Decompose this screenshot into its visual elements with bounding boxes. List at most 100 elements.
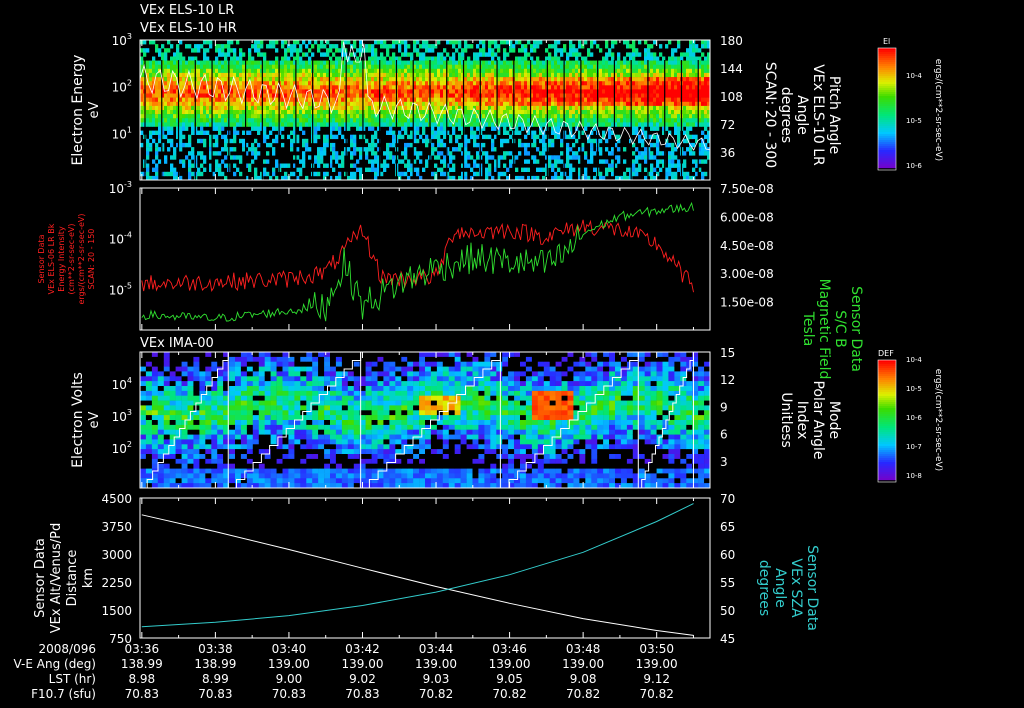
y-tick-label: 3000 [101,548,132,562]
right-tick-label: 3 [720,455,728,469]
right-axis-label: Mode [826,401,842,439]
y-tick-label: 103 [112,408,132,424]
x-row-label: F10.7 (sfu) [31,687,96,701]
right-tick-label: 108 [720,90,743,104]
x-annotation-value: 139.00 [268,657,310,671]
right-tick-label: 12 [720,373,735,387]
polar-angle-trace [500,352,639,489]
right-tick-label: 72 [720,118,735,132]
left-axis-label: Distance [65,550,80,607]
right-axis-label: Magnetic Field [816,279,832,380]
x-annotation-value: 70.83 [272,687,306,701]
x-annotation-value: 9.05 [496,672,523,686]
right-axis-label: Sensor Data [804,545,820,631]
right-axis-label: S/C B [832,310,848,347]
right-tick-label: 180 [720,34,743,48]
colorbar-tick: 10-7 [906,443,922,451]
x-annotation-value: 70.82 [492,687,526,701]
colorbar-units: ergs/(cm**2-sr-sec-eV) [933,369,943,471]
x-annotation-value: 70.82 [639,687,673,701]
panel-frame [139,187,711,331]
right-tick-label: 6 [720,428,728,442]
colorbar-tick: 10-5 [906,385,922,393]
y-axis-label: Electron Energy [70,55,86,166]
x-annotation-value: 8.98 [128,672,155,686]
y-axis-label: eV [87,101,102,118]
colorbar-tick: 10-4 [906,356,922,364]
left-axis-label: (cm**2-sr-sec-eV) [67,223,76,294]
x-annotation-value: 9.00 [276,672,303,686]
y-tick-label: 101 [112,125,132,141]
y-tick-label: 102 [112,440,132,456]
colorbar-label: DEF [878,349,894,358]
right-tick-label: 9 [720,400,728,414]
panel-title: VEx IMA-00 [140,336,214,351]
right-tick-label: 1.50e-08 [720,296,774,310]
right-axis-label: Angle [772,568,788,608]
panel-frame [139,351,711,489]
sza-line [141,503,694,628]
left-axis-label: km [81,568,96,588]
y-tick-label: 10-5 [109,281,132,297]
x-row-label: V-E Ang (deg) [14,657,96,671]
x-tick-label: 03:50 [639,642,674,656]
y-tick-label: 103 [112,32,132,48]
x-annotation-value: 138.99 [121,657,163,671]
y-axis-label: Electron Volts [70,372,86,468]
x-annotation-value: 70.83 [125,687,159,701]
panel-frame [139,39,711,181]
right-axis-label: Index [794,401,810,440]
els-spectrogram [139,40,711,181]
x-annotation-value: 70.82 [419,687,453,701]
x-tick-label: 03:36 [125,642,160,656]
right-axis-label: Unitless [778,392,794,448]
right-tick-label: 60 [720,548,735,562]
right-axis-label: Angle [794,95,810,135]
panel-title: VEx ELS-10 LR [140,3,234,18]
x-annotation-value: 139.00 [562,657,604,671]
y-tick-label: 3750 [101,520,132,534]
x-annotation-value: 138.99 [194,657,236,671]
colorbar-tick: 10-4 [906,72,922,80]
right-axis-label: SCAN: 20 - 300 [762,62,778,168]
right-tick-label: 50 [720,604,735,618]
right-tick-label: 6.00e-08 [720,210,774,224]
x-row-label: 2008/096 [39,642,97,656]
x-annotation-value: 70.83 [198,687,232,701]
left-axis-label: ergs/(cm**2-sr-sec-eV) [77,213,86,304]
els-colorbar [877,47,897,171]
x-annotation-value: 9.08 [570,672,597,686]
right-tick-label: 36 [720,146,735,160]
left-axis-label: VEx ELS-06 LR Bk [47,223,56,294]
x-annotation-value: 139.00 [489,657,531,671]
left-axis-label: SCAN: 20 - 150 [87,229,96,290]
y-tick-label: 10-3 [109,180,132,196]
colorbar-tick: 10-6 [906,414,922,422]
y-tick-label: 10-4 [109,231,132,247]
y-tick-label: 2250 [101,576,132,590]
x-annotation-value: 9.03 [423,672,450,686]
polar-angle-trace [360,352,501,489]
pitch-angle-trace [139,41,711,151]
x-annotation-value: 139.00 [415,657,457,671]
altitude-line [141,514,694,636]
right-tick-label: 55 [720,576,735,590]
x-annotation-value: 70.83 [345,687,379,701]
panel-subtitle: VEx ELS-10 HR [140,21,237,36]
right-tick-label: 15 [720,346,735,360]
x-tick-label: 03:42 [345,642,380,656]
altitude-sza-panel [141,503,694,636]
colorbar-tick: 10-8 [906,472,922,480]
magnetic-field-panel [141,201,694,322]
colorbar-label: El [883,37,890,46]
right-axis-label: Polar Angle [810,380,826,459]
x-tick-label: 03:40 [272,642,307,656]
polar-angle-trace [638,352,694,489]
colorbar-units: ergs/(cm**2-sr-sec-eV) [933,59,943,161]
right-axis-label: Pitch Angle [826,76,842,154]
y-tick-label: 4500 [101,492,132,506]
energy-intensity-line [141,219,694,293]
y-axis-label: eV [87,411,102,428]
x-tick-label: 03:48 [566,642,601,656]
